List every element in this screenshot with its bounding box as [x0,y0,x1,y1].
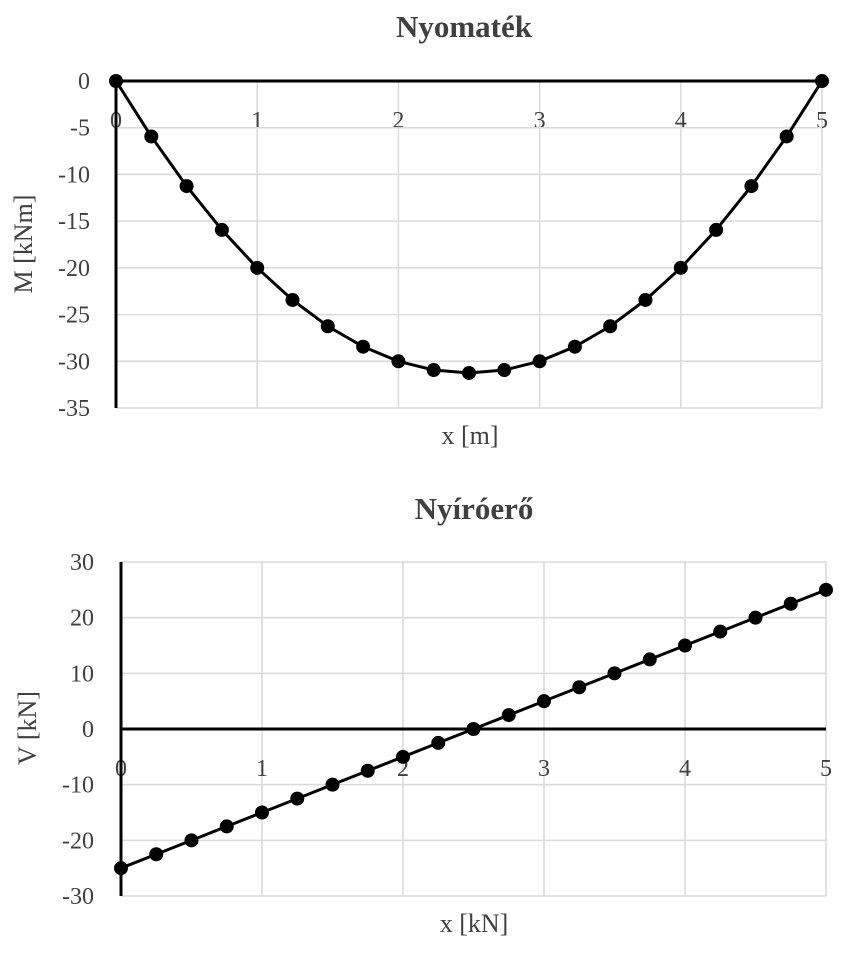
moment-data-point [250,260,265,275]
shear-data-point [607,666,622,681]
moment-chart-title: Nyomaték [396,9,533,44]
moment-chart: Nyomaték 0123450-5-10-15-20-25-30-35 x [… [9,9,829,450]
shear-data-point [114,861,128,876]
shear-y-tick-label: -10 [62,773,94,799]
moment-x-axis-label: x [m] [441,421,498,450]
moment-data-point [426,363,441,378]
shear-data-point [184,833,199,848]
moment-x-tick-label: 4 [675,108,687,134]
shear-data-point [466,722,481,736]
shear-y-tick-label: -20 [62,828,94,854]
moment-data-point [179,179,194,194]
shear-data-point [572,680,587,695]
moment-data-point [532,354,547,369]
shear-y-tick-label: 20 [70,606,94,632]
shear-data-point [219,819,234,834]
moment-data-point [497,363,512,378]
shear-chart: Nyíróerő 0123453020100-10-20-30 x [kN] V… [13,491,833,938]
moment-x-tick-label: 3 [534,108,546,134]
shear-y-tick-label: 30 [70,550,94,576]
shear-data-point [501,708,516,723]
moment-y-tick-label: -15 [58,209,90,235]
moment-data-point [320,319,335,334]
moment-data-point [673,260,688,275]
shear-x-tick-label: 4 [679,756,691,782]
moment-data-point [214,222,229,237]
shear-x-axis-label: x [kN] [440,909,509,938]
moment-data-point [603,319,618,334]
shear-data-point [255,805,269,820]
shear-y-tick-label: 10 [70,661,94,687]
moment-data-point [815,74,829,88]
shear-data-point [819,582,833,597]
moment-data-point [462,365,476,380]
shear-data-point [537,694,551,709]
shear-data-point [431,735,446,750]
moment-x-tick-label: 2 [392,108,404,134]
moment-data-point [391,354,406,369]
shear-y-tick-label: 0 [82,717,94,743]
shear-data-point [713,624,728,639]
shear-chart-title: Nyíróerő [415,491,534,526]
moment-data-point [144,129,159,144]
shear-x-tick-label: 5 [820,756,832,782]
shear-y-tick-label: -30 [62,884,94,910]
moment-data-point [779,129,794,144]
moment-x-tick-label: 1 [251,108,263,134]
shear-data-point [748,610,763,625]
moment-data-point [744,179,759,194]
moment-data-point [109,74,123,88]
moment-y-tick-label: -5 [70,116,90,142]
moment-y-tick-label: -20 [58,256,90,282]
shear-data-point [642,652,657,667]
moment-plot-area: 0123450-5-10-15-20-25-30-35 [58,69,829,422]
shear-data-point [325,777,340,792]
shear-y-axis-label: V [kN] [13,691,42,765]
shear-x-tick-label: 3 [538,756,550,782]
shear-data-point [396,749,410,764]
shear-data-point [149,847,164,862]
moment-y-tick-label: -30 [58,349,90,375]
shear-data-point [360,763,375,778]
moment-data-point [285,292,300,307]
moment-y-tick-label: -10 [58,162,90,188]
moment-data-point [356,339,371,354]
moment-y-tick-label: -35 [58,396,90,422]
moment-data-point [638,292,653,307]
moment-data-point [567,339,582,354]
moment-x-tick-label: 5 [816,108,828,134]
shear-x-tick-label: 1 [256,756,268,782]
moment-y-tick-label: -25 [58,303,90,329]
shear-data-point [290,791,305,806]
shear-data-point [678,638,692,653]
moment-y-axis-label: M [kNm] [9,195,38,294]
moment-y-tick-label: 0 [78,69,90,95]
shear-plot-area: 0123453020100-10-20-30 [62,550,833,910]
moment-data-point [709,222,724,237]
shear-data-point [783,596,798,611]
